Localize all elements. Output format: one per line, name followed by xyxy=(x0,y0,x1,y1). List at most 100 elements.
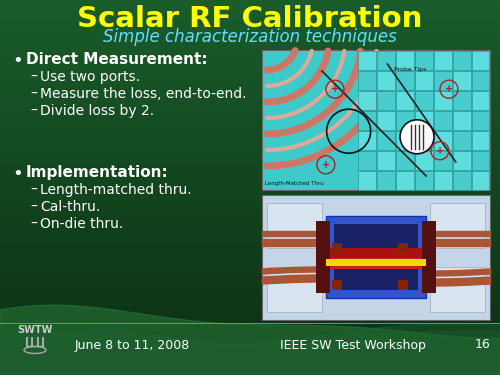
Text: –: – xyxy=(30,183,37,197)
Bar xyxy=(0,265,500,270)
Bar xyxy=(0,329,500,334)
Bar xyxy=(396,70,414,90)
Bar xyxy=(0,340,500,345)
Bar xyxy=(434,70,452,90)
Bar xyxy=(377,70,395,90)
Bar xyxy=(0,156,500,161)
Bar xyxy=(0,190,500,195)
Bar xyxy=(0,299,500,304)
Bar xyxy=(0,164,500,169)
Bar xyxy=(0,134,500,139)
Bar xyxy=(0,96,500,101)
Bar xyxy=(0,351,500,356)
Bar xyxy=(0,205,500,210)
Bar xyxy=(434,171,452,189)
Text: On-die thru.: On-die thru. xyxy=(40,217,123,231)
Bar xyxy=(396,171,414,189)
Bar xyxy=(398,280,408,290)
Text: Length-matched thru.: Length-matched thru. xyxy=(40,183,192,197)
Bar xyxy=(415,130,433,150)
Bar xyxy=(0,321,500,326)
Bar xyxy=(332,280,342,290)
Text: Cal-thru.: Cal-thru. xyxy=(40,200,100,214)
Bar xyxy=(0,70,500,75)
Bar xyxy=(0,141,500,146)
Bar xyxy=(326,260,426,266)
Bar xyxy=(430,267,485,312)
Bar xyxy=(377,51,395,69)
Bar xyxy=(334,224,418,290)
Bar xyxy=(326,258,426,269)
Bar xyxy=(377,171,395,189)
Bar xyxy=(0,111,500,116)
Bar xyxy=(0,40,500,45)
Bar xyxy=(0,310,500,315)
Bar xyxy=(415,51,433,69)
Bar xyxy=(358,150,376,170)
Bar xyxy=(0,366,500,371)
Text: •: • xyxy=(12,165,23,183)
Text: •: • xyxy=(12,52,23,70)
Bar xyxy=(434,111,452,129)
Bar xyxy=(0,10,500,15)
Text: Scalar RF Calibration: Scalar RF Calibration xyxy=(78,5,422,33)
Text: Divide loss by 2.: Divide loss by 2. xyxy=(40,104,154,118)
Text: –: – xyxy=(30,217,37,231)
Bar xyxy=(0,258,500,262)
Bar xyxy=(0,29,500,34)
Bar xyxy=(0,336,500,341)
Bar xyxy=(472,130,490,150)
Bar xyxy=(415,70,433,90)
Bar xyxy=(0,36,500,41)
Bar xyxy=(0,348,500,352)
Bar xyxy=(434,90,452,110)
Bar xyxy=(0,51,500,56)
Bar xyxy=(0,74,500,79)
Bar xyxy=(0,66,500,71)
Bar xyxy=(0,149,500,154)
Bar xyxy=(0,0,500,4)
Bar xyxy=(0,168,500,172)
Bar xyxy=(434,130,452,150)
Bar xyxy=(262,195,490,320)
Bar xyxy=(0,224,500,229)
Bar xyxy=(0,160,500,165)
Text: +: + xyxy=(445,84,453,94)
Bar xyxy=(415,171,433,189)
Bar xyxy=(267,203,322,248)
Bar xyxy=(0,18,500,22)
Bar xyxy=(472,171,490,189)
Bar xyxy=(472,111,490,129)
Bar xyxy=(358,70,376,90)
Bar xyxy=(0,325,500,330)
Bar xyxy=(0,269,500,274)
Text: Direct Measurement:: Direct Measurement: xyxy=(26,52,208,67)
Bar xyxy=(472,90,490,110)
Bar xyxy=(0,201,500,206)
Bar xyxy=(377,130,395,150)
Bar xyxy=(0,239,500,244)
Bar xyxy=(0,359,500,364)
Text: Length-Matched Thru: Length-Matched Thru xyxy=(265,181,324,186)
Bar xyxy=(452,90,470,110)
Bar xyxy=(358,171,376,189)
Bar xyxy=(452,111,470,129)
Bar xyxy=(0,33,500,38)
Bar xyxy=(396,90,414,110)
Text: +: + xyxy=(331,84,339,94)
Bar xyxy=(0,186,500,191)
Bar xyxy=(0,246,500,251)
Text: +: + xyxy=(322,160,330,170)
Bar xyxy=(422,221,436,292)
Bar xyxy=(0,78,500,82)
Bar xyxy=(452,130,470,150)
Bar xyxy=(0,183,500,188)
Bar xyxy=(452,51,470,69)
Bar xyxy=(0,314,500,319)
Bar xyxy=(0,284,500,289)
Bar xyxy=(377,111,395,129)
Bar xyxy=(0,171,500,176)
Bar xyxy=(0,55,500,60)
Text: Use two ports.: Use two ports. xyxy=(40,70,140,84)
Bar xyxy=(0,119,500,124)
